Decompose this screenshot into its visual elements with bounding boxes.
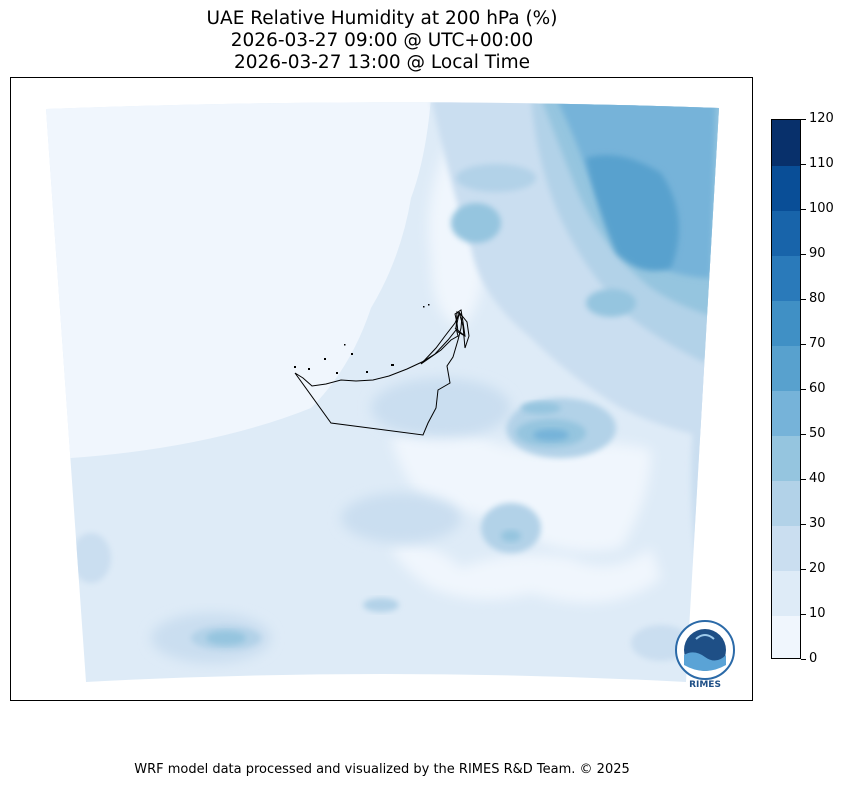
colorbar-tick-label: 50 — [809, 426, 826, 441]
colorbar-tick-label: 40 — [809, 471, 826, 486]
map-title: UAE Relative Humidity at 200 hPa (%) — [206, 8, 558, 29]
colorbar-segment — [772, 345, 800, 391]
colorbar-segment — [772, 480, 800, 526]
colorbar-segment — [772, 210, 800, 256]
colorbar-tick — [801, 343, 806, 345]
colorbar-tick — [801, 208, 806, 210]
colorbar-segment — [772, 120, 800, 166]
colorbar-tick — [801, 658, 806, 660]
colorbar-tick-label: 70 — [809, 336, 826, 351]
colorbar-tick — [801, 613, 806, 615]
uae-islands — [294, 304, 430, 374]
colorbar-segment — [772, 390, 800, 436]
colorbar-tick-label: 60 — [809, 381, 826, 396]
colorbar-segment — [772, 615, 800, 658]
colorbar-tick — [801, 433, 806, 435]
colorbar-segment — [772, 435, 800, 481]
colorbar-tick — [801, 163, 806, 165]
colorbar-tick-label: 10 — [809, 606, 826, 621]
colorbar-tick — [801, 253, 806, 255]
colorbar-tick — [801, 523, 806, 525]
colorbar-tick — [801, 118, 806, 120]
colorbar-segment — [772, 525, 800, 571]
colorbar-segment — [772, 570, 800, 616]
colorbar-segment — [772, 165, 800, 211]
colorbar-tick-label: 0 — [809, 651, 818, 666]
colorbar-tick-label: 80 — [809, 291, 826, 306]
logo-text: RIMES — [689, 680, 721, 690]
colorbar-tick-label: 100 — [809, 201, 834, 216]
humidity-map — [46, 102, 719, 683]
map-frame — [10, 77, 753, 701]
local-timestamp: 2026-03-27 13:00 @ Local Time — [233, 52, 531, 73]
colorbar-segment — [772, 300, 800, 346]
colorbar-tick — [801, 568, 806, 570]
utc-timestamp: 2026-03-27 09:00 @ UTC+00:00 — [230, 30, 534, 51]
humidity-field — [46, 102, 719, 683]
colorbar — [771, 119, 801, 659]
colorbar-tick — [801, 388, 806, 390]
colorbar-tick-label: 120 — [809, 111, 834, 126]
colorbar-segment — [772, 255, 800, 301]
rimes-logo: RIMES — [675, 620, 735, 690]
colorbar-tick-label: 90 — [809, 246, 826, 261]
colorbar-tick-label: 110 — [809, 156, 834, 171]
credit-footer: WRF model data processed and visualized … — [134, 762, 630, 777]
colorbar-tick — [801, 298, 806, 300]
colorbar-tick — [801, 478, 806, 480]
colorbar-tick-label: 20 — [809, 561, 826, 576]
colorbar-tick-label: 30 — [809, 516, 826, 531]
uae-boundary — [294, 309, 470, 436]
